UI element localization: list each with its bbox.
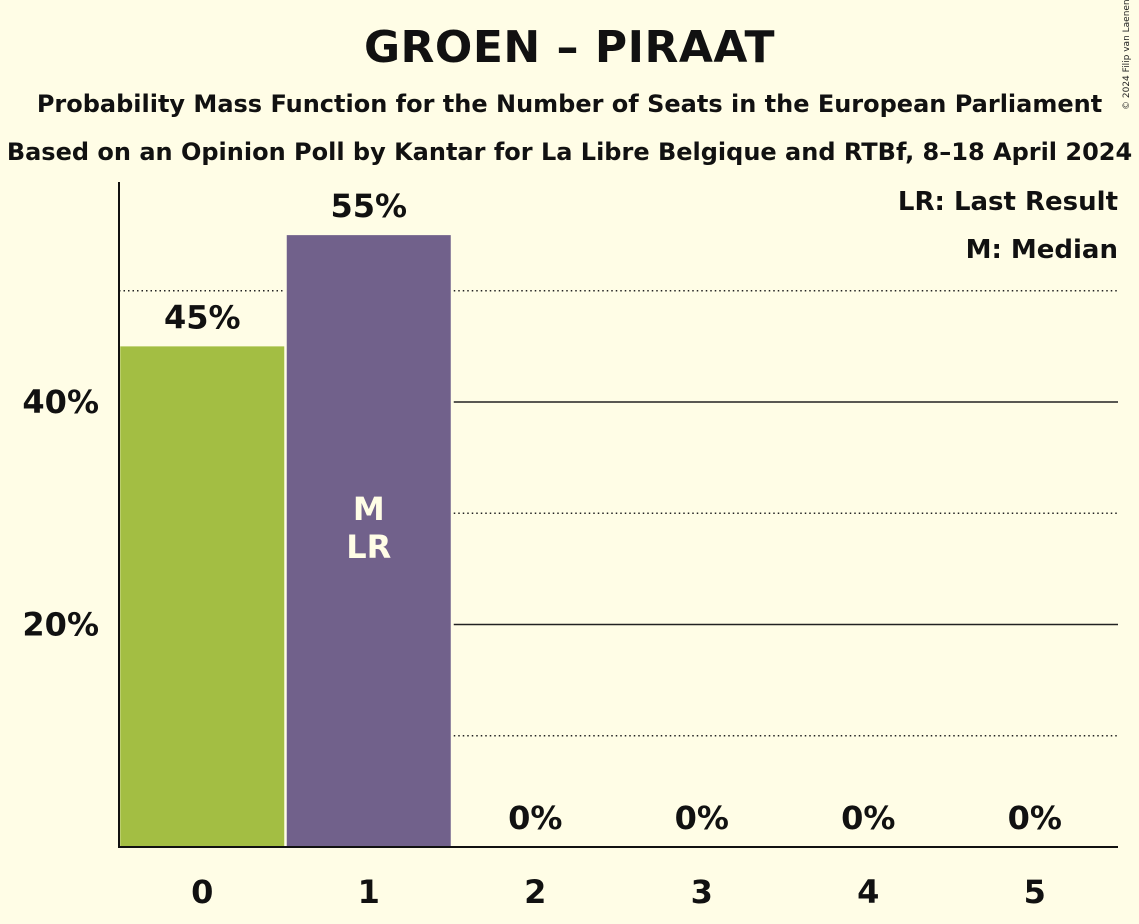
chart-title: GROEN – PIRAAT xyxy=(363,22,776,73)
legend: LR: Last Result M: Median xyxy=(898,187,1118,265)
value-label-1: 55% xyxy=(330,187,407,225)
legend-entry-0: LR: Last Result xyxy=(898,187,1118,217)
x-tick-label-0: 0 xyxy=(191,873,213,911)
value-label-3: 0% xyxy=(675,799,729,837)
last-result-marker: LR xyxy=(346,528,391,566)
bars xyxy=(120,235,451,847)
x-tick-label-2: 2 xyxy=(524,873,546,911)
x-tick-label-3: 3 xyxy=(691,873,713,911)
value-label-5: 0% xyxy=(1008,799,1062,837)
chart-subtitle: Probability Mass Function for the Number… xyxy=(36,90,1103,118)
axes xyxy=(118,182,1118,848)
bar-0 xyxy=(120,346,285,847)
value-label-4: 0% xyxy=(841,799,895,837)
y-tick-label-40: 40% xyxy=(22,383,99,421)
chart-source: Based on an Opinion Poll by Kantar for L… xyxy=(6,138,1133,166)
legend-entry-1: M: Median xyxy=(966,235,1118,265)
bar-1 xyxy=(286,235,451,847)
labels: 20%40%045%155%20%30%40%50%MLR xyxy=(22,187,1062,911)
x-tick-label-4: 4 xyxy=(857,873,879,911)
value-label-2: 0% xyxy=(508,799,562,837)
value-label-0: 45% xyxy=(164,298,241,336)
y-tick-label-20: 20% xyxy=(22,606,99,644)
gridlines xyxy=(119,290,1118,737)
x-tick-label-5: 5 xyxy=(1024,873,1046,911)
median-marker: M xyxy=(353,490,385,528)
x-tick-label-1: 1 xyxy=(358,873,380,911)
